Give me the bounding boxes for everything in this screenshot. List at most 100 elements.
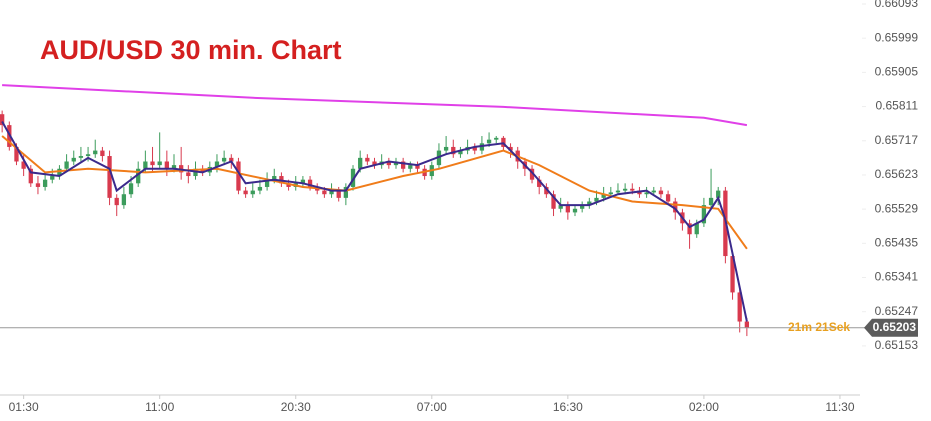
candle-body [200, 168, 205, 173]
candle-body [50, 176, 55, 180]
candle-body [544, 186, 549, 195]
candle-body [443, 146, 449, 151]
candle-body [100, 150, 105, 157]
last-price-box [864, 318, 918, 337]
candle-body [694, 223, 699, 235]
candle-body [214, 161, 220, 167]
y-tick-label: 0.65529 [875, 201, 919, 215]
candle-body [737, 292, 742, 322]
candle-body [272, 176, 277, 180]
candle-body [28, 168, 33, 184]
y-tick-label: 0.65717 [875, 133, 919, 147]
moving-average-line [2, 84, 748, 127]
candle-body [658, 190, 664, 195]
candle-body [451, 146, 456, 155]
candle-body [85, 154, 91, 157]
candle-body [644, 192, 649, 195]
candle-body [372, 161, 377, 166]
candle-body [221, 157, 227, 162]
y-tick-label: 0.65905 [875, 65, 919, 79]
candle-body [35, 183, 41, 187]
candle-body [622, 188, 628, 191]
candle-body [651, 190, 656, 193]
candle-body [21, 161, 26, 169]
candle-body [107, 156, 112, 198]
candle-body [307, 179, 313, 187]
candle-body [42, 179, 48, 187]
candle-body [537, 179, 542, 187]
candle-body [494, 137, 499, 140]
candle-body [730, 256, 735, 293]
y-tick-label: 0.65623 [875, 167, 919, 181]
candle-body [551, 194, 556, 209]
candle-body [71, 157, 76, 162]
candle-body [601, 194, 606, 198]
y-tick-label: 0.65247 [875, 304, 919, 318]
candle-body [250, 190, 255, 195]
candle-body [673, 201, 678, 213]
candle-body [594, 197, 599, 202]
candle-body [708, 197, 714, 206]
candle-body [508, 146, 513, 151]
candle-body [615, 190, 621, 193]
candle-body [630, 188, 635, 191]
candle-body [572, 208, 578, 213]
candle-body [687, 223, 692, 235]
candle-body [143, 161, 148, 169]
candle-body [343, 186, 349, 198]
candle-body [286, 183, 291, 187]
candle-body [164, 161, 169, 169]
candle-body [458, 150, 463, 155]
candle-body [358, 157, 363, 169]
candle-body [78, 156, 84, 158]
candle-body [558, 205, 563, 209]
candle-body [57, 168, 62, 177]
candle-body [716, 190, 721, 198]
candle-body [565, 205, 570, 213]
candle-body [744, 321, 750, 328]
candle-body [665, 194, 671, 202]
last-price-label: 0.65203 [873, 320, 917, 334]
candle-body [336, 190, 341, 198]
candle-body [136, 168, 141, 184]
candle-body [701, 205, 707, 224]
candle-body [329, 190, 334, 195]
x-tick-label: 11:00 [145, 400, 174, 414]
candle-body [157, 161, 162, 166]
countdown: 21m 21Sek [788, 320, 850, 334]
candle-body [580, 205, 585, 209]
candle-body [386, 161, 391, 166]
candle-body [229, 157, 234, 162]
candle-body [322, 190, 327, 195]
y-tick-label: 0.65435 [875, 236, 919, 250]
candle-body [128, 183, 134, 195]
candle-body [486, 139, 492, 144]
candle-body [236, 161, 241, 191]
candle-body [171, 165, 177, 169]
x-tick-label: 01:30 [9, 400, 39, 414]
candle-body [243, 190, 248, 195]
candle-body [400, 161, 406, 169]
candle-body [93, 150, 98, 155]
candle-body [264, 179, 270, 187]
candle-body [472, 146, 477, 151]
y-tick-label: 0.65341 [875, 270, 919, 284]
x-tick-label: 02:00 [689, 400, 719, 414]
candle-body [415, 165, 420, 169]
candle-body [150, 161, 155, 166]
candle-body [64, 161, 69, 169]
candle-body [300, 179, 306, 184]
candle-body [0, 114, 5, 126]
x-tick-label: 16:30 [553, 400, 583, 414]
candle-body [529, 168, 535, 180]
chart-title: AUD/USD 30 min. Chart [40, 35, 342, 65]
y-tick-label: 0.65153 [875, 338, 919, 352]
candle-body [408, 165, 413, 169]
candle-body [186, 172, 191, 177]
x-tick-label: 11:30 [825, 400, 854, 414]
x-tick-label: 20:30 [281, 400, 311, 414]
candle-body [608, 192, 613, 195]
candle-body [114, 197, 119, 206]
